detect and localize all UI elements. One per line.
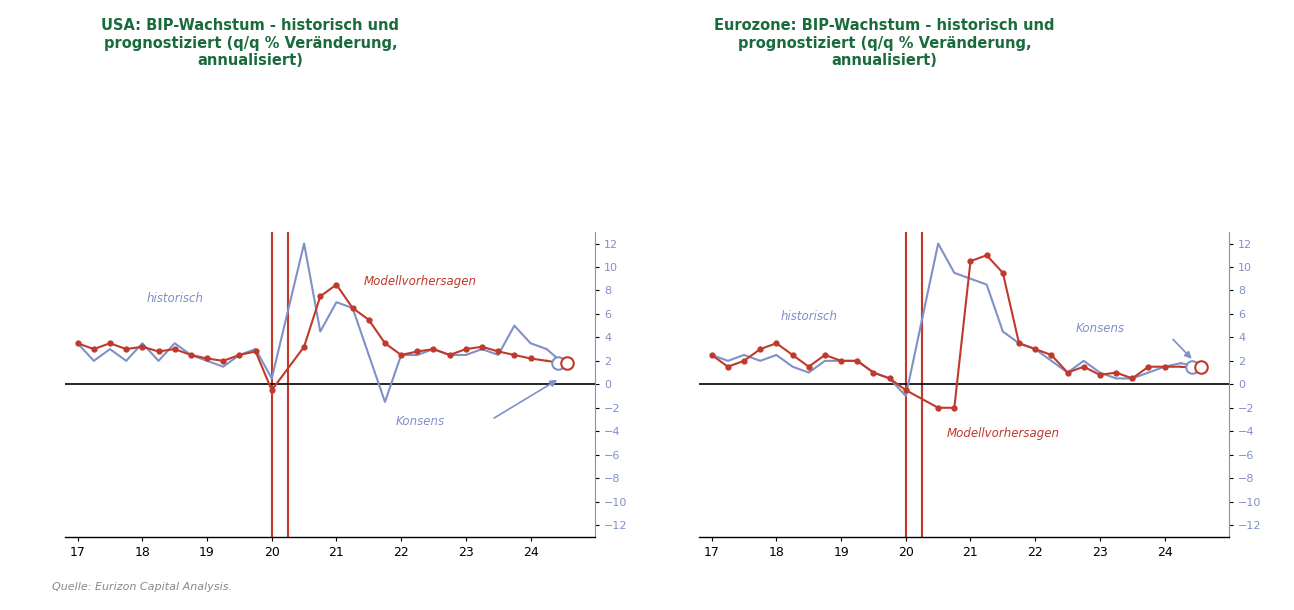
Text: Konsens: Konsens — [396, 415, 445, 428]
Text: Modellvorhersagen: Modellvorhersagen — [364, 274, 477, 287]
Text: Konsens: Konsens — [1075, 321, 1124, 334]
Text: Quelle: Eurizon Capital Analysis.: Quelle: Eurizon Capital Analysis. — [52, 582, 232, 592]
Text: USA: BIP-Wachstum - historisch und
prognostiziert (q/q % Veränderung,
annualisie: USA: BIP-Wachstum - historisch und progn… — [101, 18, 400, 68]
Text: Eurozone: BIP-Wachstum - historisch und
prognostiziert (q/q % Veränderung,
annua: Eurozone: BIP-Wachstum - historisch und … — [714, 18, 1055, 68]
Text: historisch: historisch — [780, 310, 837, 323]
Text: historisch: historisch — [146, 292, 203, 305]
Text: Modellvorhersagen: Modellvorhersagen — [946, 427, 1060, 440]
